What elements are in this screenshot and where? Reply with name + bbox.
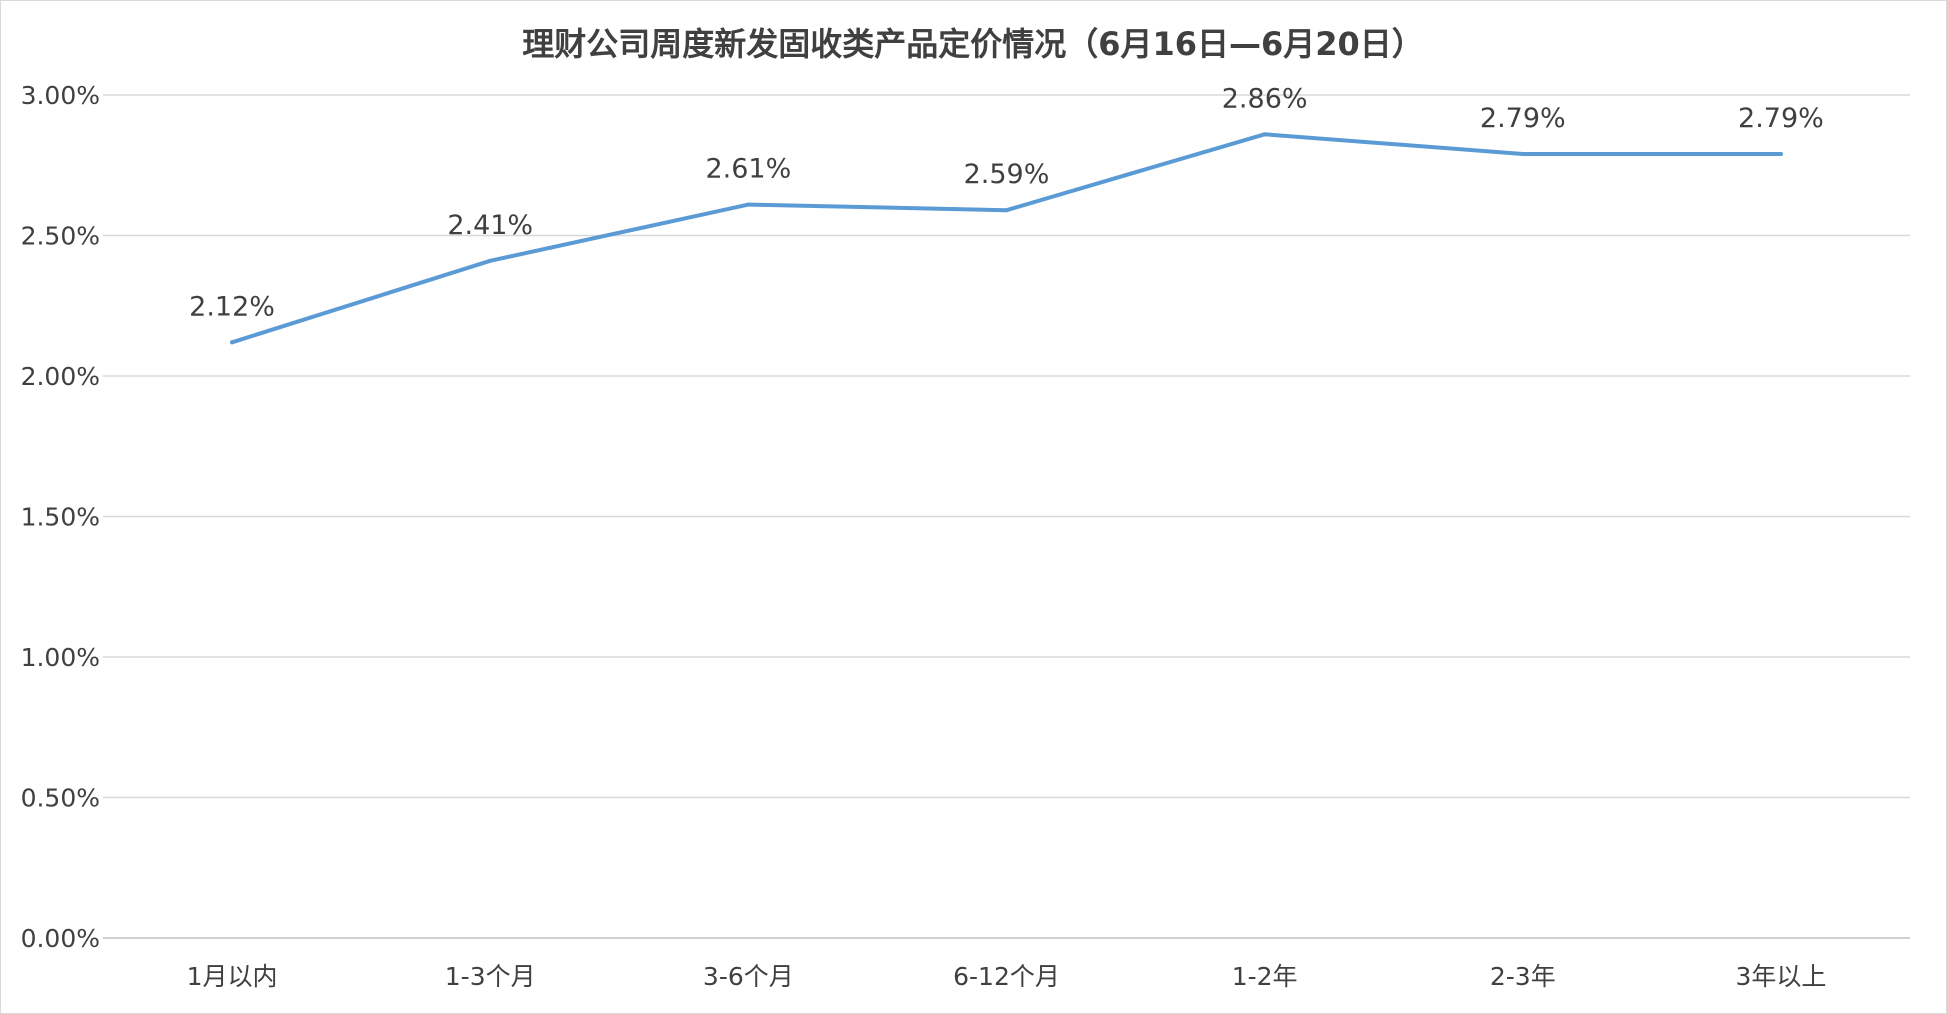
gridlines <box>103 94 1910 939</box>
data-label: 2.41% <box>447 210 533 241</box>
x-tick-label: 2-3年 <box>1490 962 1556 991</box>
data-point <box>1004 208 1009 213</box>
data-labels: 2.12% 2.41% 2.61% 2.59% 2.86% 2.79% 2.79% <box>189 83 1824 322</box>
data-point <box>1778 152 1783 157</box>
x-tick-label: 3-6个月 <box>703 962 794 991</box>
y-tick-label: 0.50% <box>21 784 100 813</box>
y-tick-label: 2.50% <box>21 222 100 251</box>
x-tick-label: 3年以上 <box>1735 962 1826 991</box>
y-tick-label: 1.50% <box>21 503 100 532</box>
chart-title: 理财公司周度新发固收类产品定价情况（6月16日—6月20日） <box>522 25 1424 63</box>
x-tick-label: 1-2年 <box>1232 962 1298 991</box>
x-tick-label: 1月以内 <box>187 962 278 991</box>
data-label: 2.61% <box>705 154 791 185</box>
data-point <box>746 202 751 207</box>
data-label: 2.79% <box>1480 103 1566 134</box>
data-point <box>1262 132 1267 137</box>
data-label: 2.79% <box>1738 103 1824 134</box>
x-tick-label: 6-12个月 <box>953 962 1060 991</box>
x-tick-label: 1-3个月 <box>445 962 536 991</box>
y-axis: 0.00% 0.50% 1.00% 1.50% 2.00% 2.50% 3.00% <box>21 81 100 953</box>
data-point <box>230 340 235 345</box>
y-tick-label: 1.00% <box>21 643 100 672</box>
y-tick-label: 2.00% <box>21 362 100 391</box>
y-tick-label: 3.00% <box>21 81 100 110</box>
data-point <box>488 258 493 263</box>
y-tick-label: 0.00% <box>21 924 100 953</box>
data-label: 2.86% <box>1222 83 1308 114</box>
series-layer <box>230 132 1783 345</box>
data-label: 2.12% <box>189 291 275 322</box>
x-axis: 1月以内 1-3个月 3-6个月 6-12个月 1-2年 2-3年 3年以上 <box>187 962 1827 991</box>
data-label: 2.59% <box>964 159 1050 190</box>
data-point <box>1520 152 1525 157</box>
